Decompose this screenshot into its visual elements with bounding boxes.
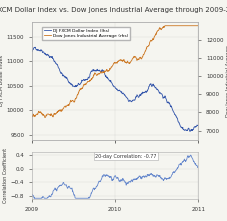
Text: DJ FXCM Dollar Index vs. Dow Jones Industrial Average through 2009-2011: DJ FXCM Dollar Index vs. Dow Jones Indus…	[0, 7, 227, 13]
Legend: DJ FXCM Dollar Index (lhs), Dow Jones Industrial Average (rhs): DJ FXCM Dollar Index (lhs), Dow Jones In…	[42, 27, 129, 40]
Y-axis label: DJ FXCM Dollar Index: DJ FXCM Dollar Index	[0, 55, 4, 107]
Y-axis label: Correlation Coefficient: Correlation Coefficient	[3, 148, 8, 203]
Text: 20-day Correlation: -0.77: 20-day Correlation: -0.77	[95, 154, 156, 158]
Y-axis label: Dow Jones Industrial Average: Dow Jones Industrial Average	[225, 45, 227, 117]
